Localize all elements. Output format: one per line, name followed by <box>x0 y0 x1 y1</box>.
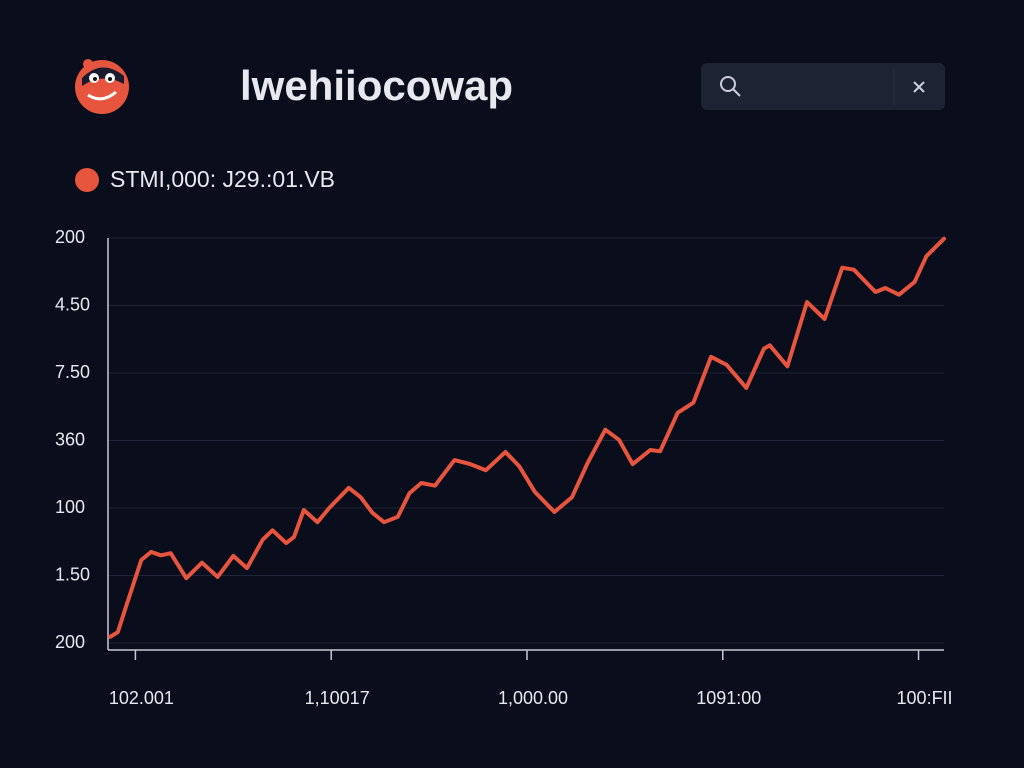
legend-marker <box>75 168 99 192</box>
x-tick-label: 1091:00 <box>696 688 761 708</box>
logo <box>75 59 129 114</box>
y-tick-label: 200 <box>55 632 85 652</box>
clear-button[interactable] <box>913 81 925 93</box>
legend-label: STMI,000: J29.:01.VB <box>110 166 335 192</box>
data-line <box>108 236 946 639</box>
x-tick-label: 100:FII <box>897 688 953 708</box>
x-tick-label: 1,000.00 <box>498 688 568 708</box>
y-tick-label: 360 <box>55 429 85 449</box>
y-tick-label: 4.50 <box>55 294 90 314</box>
y-tick-label: 1.50 <box>55 564 90 584</box>
y-tick-label: 200 <box>55 227 85 247</box>
search-box[interactable] <box>701 63 945 110</box>
app-title: lwehiiocowap <box>240 62 513 109</box>
x-tick-label: 102.001 <box>109 688 174 708</box>
x-tick-label: 1,10017 <box>305 688 370 708</box>
y-tick-label: 100 <box>55 497 85 517</box>
y-tick-label: 7.50 <box>55 362 90 382</box>
